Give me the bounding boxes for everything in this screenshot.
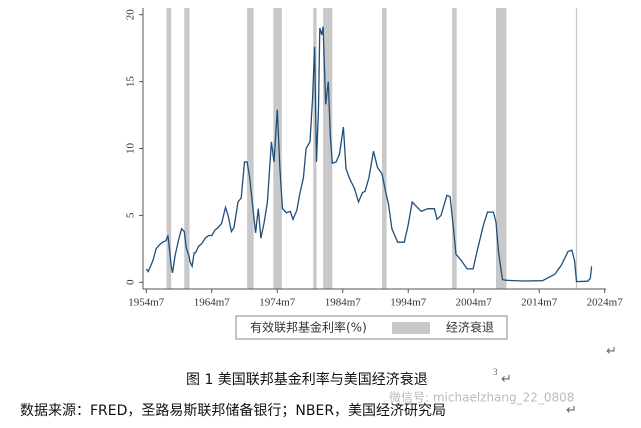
- watermark: 微信号: michaelzhang_22_0808: [389, 391, 574, 405]
- legend-box: [235, 315, 508, 340]
- recession-band: [273, 8, 282, 289]
- recession-band: [495, 8, 507, 289]
- paragraph-mark: ↵: [501, 371, 512, 386]
- legend-entry: 经济衰退: [446, 320, 494, 335]
- legend-swatch: [392, 322, 430, 334]
- x-tick-label: 1984m7: [325, 297, 362, 309]
- x-tick-label: 1994m7: [390, 297, 427, 309]
- recession-band: [247, 8, 254, 289]
- y-tick-label: 0: [125, 279, 137, 285]
- y-tick-label: 15: [125, 76, 137, 88]
- legend-entry: 有效联邦基金利率(%): [250, 320, 367, 335]
- y-tick-label: 10: [125, 143, 137, 155]
- recession-band: [313, 8, 317, 289]
- recession-band: [575, 8, 578, 289]
- x-tick-label: 1974m7: [259, 297, 296, 309]
- x-tick-label: 2004m7: [456, 297, 493, 309]
- recession-band: [382, 8, 387, 289]
- recession-band: [452, 8, 457, 289]
- x-tick-label: 1954m7: [128, 297, 165, 309]
- recession-band: [166, 8, 172, 289]
- source-note: 数据来源：FRED，圣路易斯联邦储备银行；NBER，美国经济研究局: [20, 402, 446, 419]
- rate-line: [145, 26, 593, 283]
- recession-band: [323, 8, 333, 289]
- caption-note: 3: [493, 367, 498, 377]
- x-tick-label: 1964m7: [194, 297, 231, 309]
- paragraph-mark: ↵: [606, 343, 617, 358]
- recession-band: [184, 8, 190, 289]
- x-tick-label: 2014m7: [521, 297, 558, 309]
- caption: 图 1 美国联邦基金利率与美国经济衰退: [186, 371, 428, 388]
- paragraph-mark: ↵: [566, 402, 577, 417]
- x-tick-label: 2024m7: [587, 297, 624, 309]
- y-tick-label: 20: [125, 9, 137, 20]
- y-tick-label: 5: [125, 212, 137, 218]
